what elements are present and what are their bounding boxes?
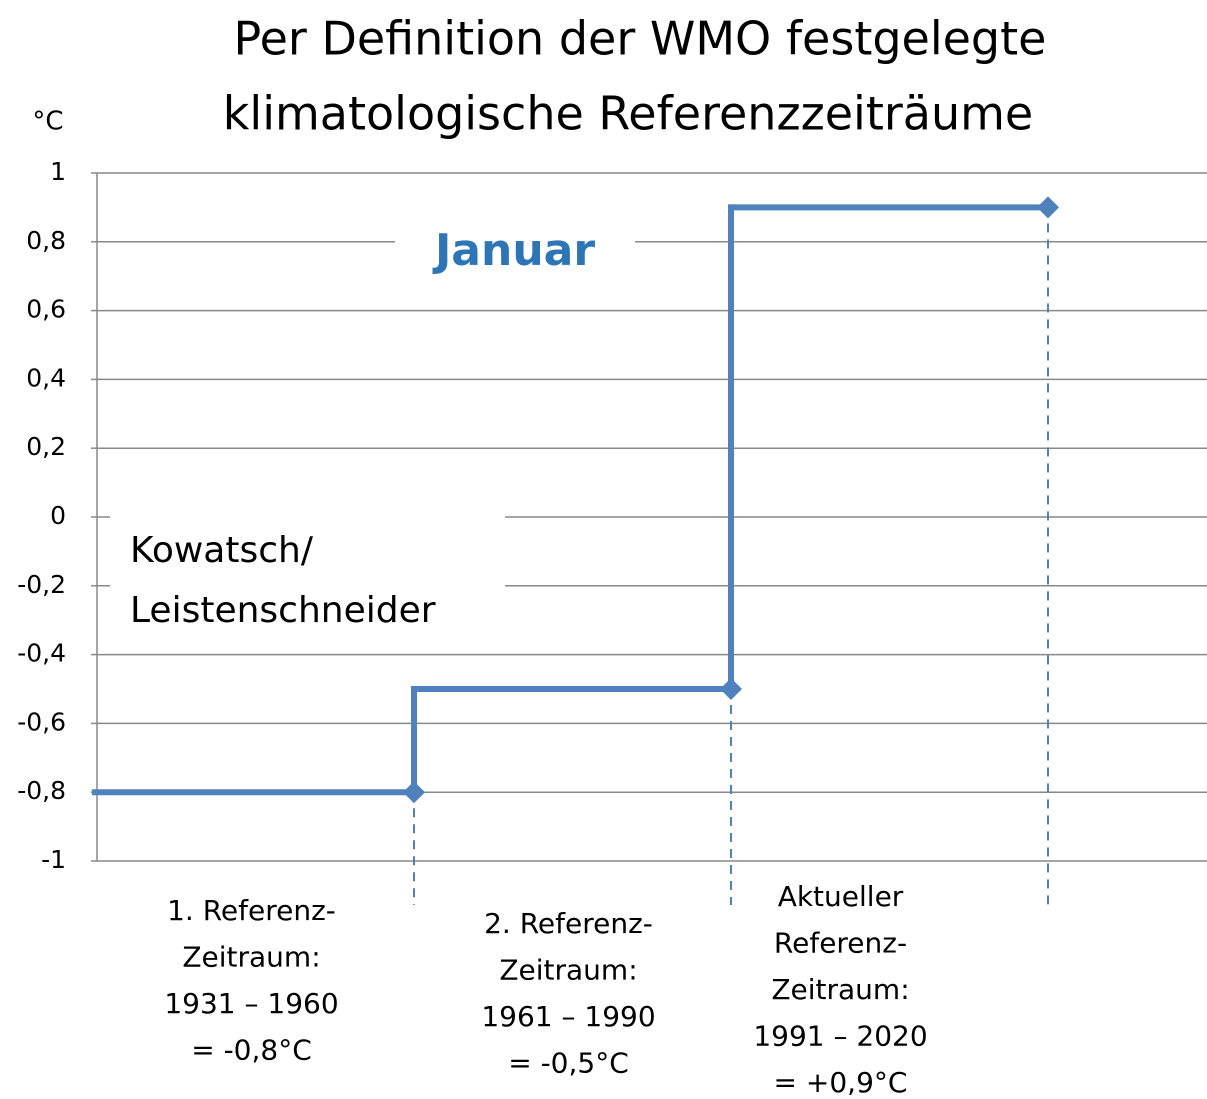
y-tick-label: -1 — [41, 845, 66, 874]
annotation: Leistenschneider — [130, 590, 436, 631]
x-category-label: Zeitraum: — [499, 954, 637, 987]
chart-title: klimatologische Referenzzeiträume — [223, 87, 1033, 141]
x-category-label: Aktueller — [778, 880, 904, 913]
x-category-label: 1931 – 1960 — [164, 987, 338, 1020]
y-tick-label: 1 — [50, 157, 66, 186]
y-tick-label: 0,6 — [26, 295, 66, 324]
value-label: = +0,9°C — [774, 1066, 908, 1099]
annotation: Januar — [432, 225, 595, 276]
point-marker — [403, 781, 425, 804]
annotation-bg — [110, 508, 505, 633]
y-axis-label: °C — [32, 107, 63, 137]
x-category-label: 1991 – 2020 — [753, 1020, 927, 1053]
y-tick-label: 0,2 — [26, 432, 66, 461]
y-tick-label: 0,4 — [26, 363, 66, 392]
value-label: = -0,5°C — [508, 1047, 629, 1080]
chart-title: Per Definition der WMO festgelegte — [234, 12, 1047, 66]
value-label: = -0,8°C — [191, 1034, 312, 1067]
x-category-label: Zeitraum: — [182, 941, 320, 974]
annotation-bg — [395, 222, 635, 282]
x-category-label: Referenz- — [774, 927, 907, 960]
x-category-label: 1961 – 1990 — [481, 1000, 655, 1033]
y-tick-label: -0,2 — [17, 570, 66, 599]
y-tick-label: 0,8 — [26, 226, 66, 255]
annotation: Kowatsch/ — [130, 530, 314, 571]
y-tick-label: -0,6 — [17, 707, 66, 736]
point-marker — [1037, 196, 1059, 219]
point-marker — [720, 678, 742, 700]
x-category-label: 2. Referenz- — [484, 907, 653, 940]
y-tick-label: 0 — [50, 501, 66, 530]
y-tick-label: -0,8 — [17, 776, 66, 805]
x-category-label: Zeitraum: — [771, 973, 909, 1006]
y-tick-label: -0,4 — [17, 639, 66, 668]
x-category-label: 1. Referenz- — [167, 894, 336, 927]
